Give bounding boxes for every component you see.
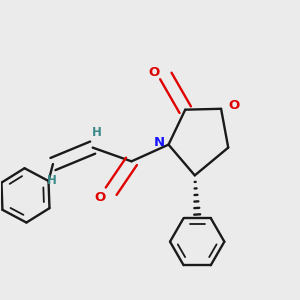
- Text: H: H: [92, 126, 101, 139]
- Text: H: H: [47, 174, 57, 187]
- Text: N: N: [154, 136, 165, 149]
- Text: O: O: [228, 99, 239, 112]
- Text: O: O: [148, 67, 160, 80]
- Text: O: O: [94, 191, 106, 204]
